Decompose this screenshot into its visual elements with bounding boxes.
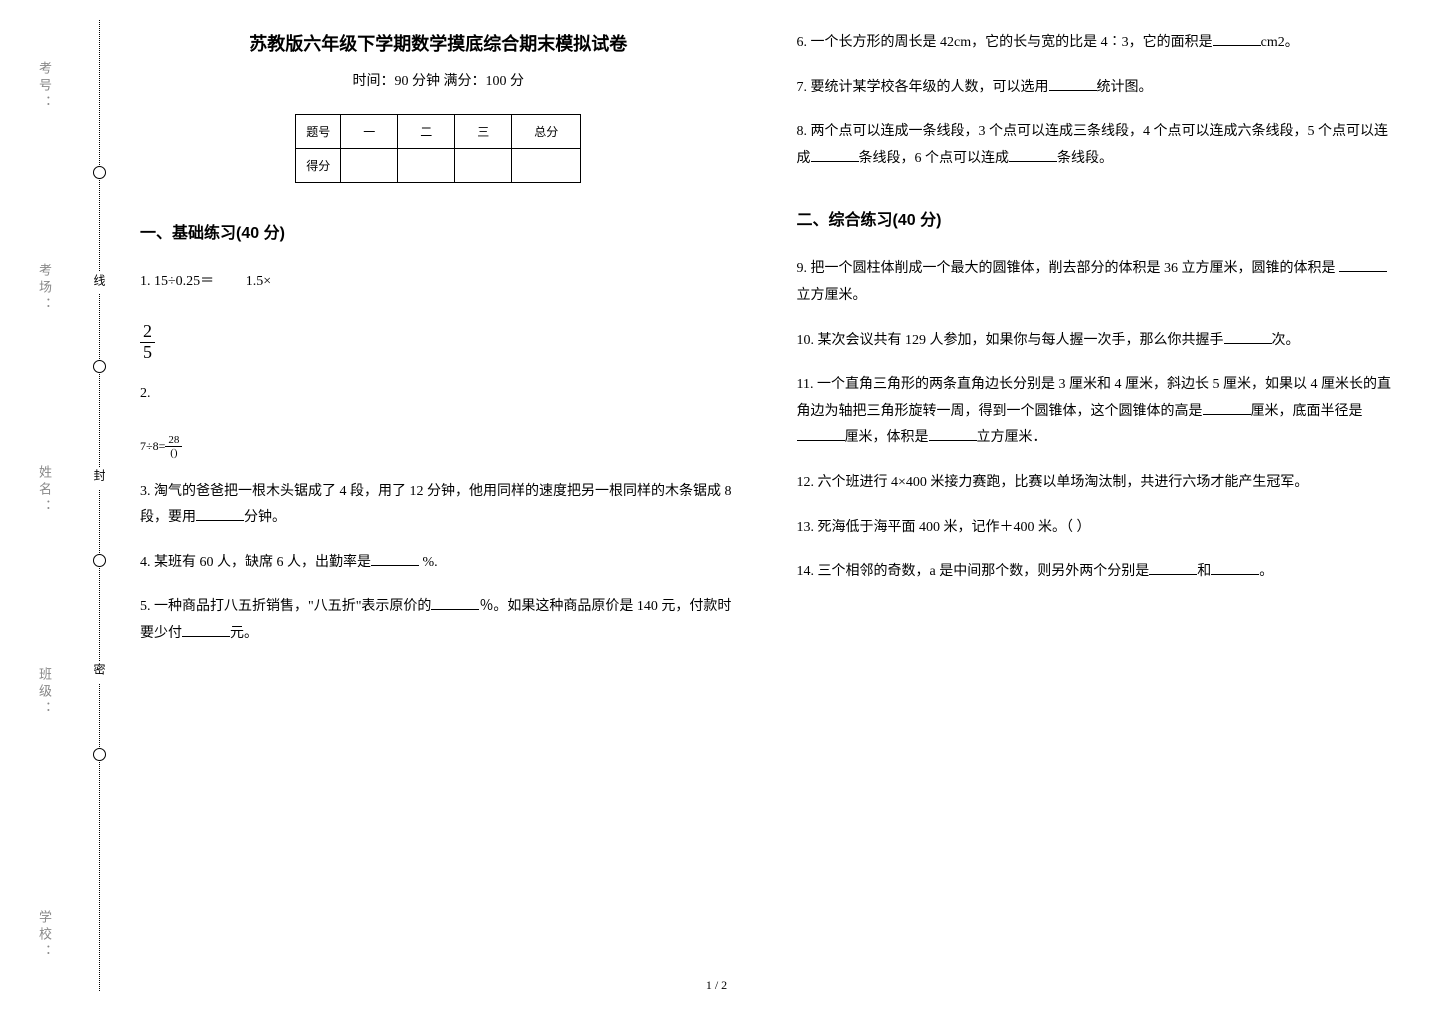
fraction-denominator: 5	[140, 343, 155, 363]
question-text: 7. 要统计某学校各年级的人数，可以选用	[797, 80, 1049, 95]
question-12: 12. 六个班进行 4×400 米接力赛跑，比赛以单场淘汰制，共进行六场才能产生…	[797, 470, 1394, 497]
question-text: 条线段，6 个点可以连成	[859, 151, 1010, 166]
fraction: 28 ()	[165, 434, 182, 459]
question-4: 4. 某班有 60 人，缺席 6 人，出勤率是 %.	[140, 550, 737, 577]
question-text: 立方厘米．	[977, 430, 1047, 445]
binding-field-class: 班级：	[35, 667, 54, 718]
question-10: 10. 某次会议共有 129 人参加，如果你与每人握一次手，那么你共握手 次。	[797, 328, 1394, 355]
fill-blank	[797, 427, 845, 441]
score-header-cell: 题号	[296, 115, 341, 149]
binding-seg-label: 封	[91, 467, 108, 489]
question-label: 2.	[140, 386, 151, 401]
fraction-numerator: 28	[165, 434, 182, 447]
fill-blank	[371, 552, 419, 566]
fill-blank	[1203, 401, 1251, 415]
fraction-denominator: ()	[165, 447, 182, 459]
question-text: 和	[1197, 564, 1211, 579]
question-13: 13. 死海低于海平面 400 米，记作＋400 米。（ ）	[797, 515, 1394, 542]
question-text: 1. 15÷0.25＝	[140, 274, 214, 289]
question-text: 元。	[230, 626, 258, 641]
binding-circle-icon	[93, 360, 106, 373]
question-text: 9. 把一个圆柱体削成一个最大的圆锥体，削去部分的体积是 36 立方厘米，圆锥的…	[797, 261, 1340, 276]
question-text: 4. 某班有 60 人，缺席 6 人，出勤率是	[140, 555, 371, 570]
question-text: 12. 六个班进行 4×400 米接力赛跑，比赛以单场淘汰制，共进行六场才能产生…	[797, 475, 1309, 490]
question-11: 11. 一个直角三角形的两条直角边长分别是 3 厘米和 4 厘米，斜边长 5 厘…	[797, 372, 1394, 452]
question-text: 次。	[1272, 333, 1300, 348]
fill-blank	[1009, 148, 1057, 162]
question-8: 8. 两个点可以连成一条线段，3 个点可以连成三条线段，4 个点可以连成六条线段…	[797, 119, 1394, 172]
question-text: 14. 三个相邻的奇数，a 是中间那个数，则另外两个分别是	[797, 564, 1150, 579]
question-text: 5. 一种商品打八五折销售，"八五折"表示原价的	[140, 599, 431, 614]
fill-blank	[431, 596, 479, 610]
score-header-cell: 二	[398, 115, 455, 149]
binding-field-exam-room: 考场：	[35, 263, 54, 314]
fill-blank	[1049, 77, 1097, 91]
binding-seg-label: 密	[91, 661, 108, 683]
question-text: 统计图。	[1097, 80, 1153, 95]
fill-blank	[1224, 330, 1272, 344]
question-text: 厘米，底面半径是	[1251, 404, 1363, 419]
exam-title: 苏教版六年级下学期数学摸底综合期末模拟试卷	[140, 30, 737, 56]
fill-blank	[1211, 561, 1259, 575]
score-cell	[455, 149, 512, 183]
right-column: 6. 一个长方形的周长是 42cm，它的长与宽的比是 4∶3，它的面积是 cm2。…	[797, 30, 1394, 991]
binding-circle-icon	[93, 166, 106, 179]
page-number: 1 / 2	[706, 978, 727, 993]
binding-field-name: 姓名：	[35, 465, 54, 516]
score-header-cell: 三	[455, 115, 512, 149]
fill-blank	[1149, 561, 1197, 575]
question-3: 3. 淘气的爸爸把一根木头锯成了 4 段，用了 12 分钟，他用同样的速度把另一…	[140, 479, 737, 532]
binding-seg-label: 线	[91, 272, 108, 294]
fill-blank	[1213, 32, 1261, 46]
score-cell	[398, 149, 455, 183]
question-1: 1. 15÷0.25＝ 1.5× 2 5	[140, 269, 737, 363]
binding-column: 线 封 密 考号： 考场： 姓名： 班级： 学校：	[0, 0, 120, 1011]
question-text: 10. 某次会议共有 129 人参加，如果你与每人握一次手，那么你共握手	[797, 333, 1224, 348]
fraction: 2 5	[140, 322, 155, 363]
question-text: %.	[419, 555, 438, 570]
binding-circle-icon	[93, 554, 106, 567]
left-column: 苏教版六年级下学期数学摸底综合期末模拟试卷 时间：90 分钟 满分：100 分 …	[140, 30, 737, 991]
question-text: 1.5×	[246, 274, 271, 289]
question-5: 5. 一种商品打八五折销售，"八五折"表示原价的％。如果这种商品原价是 140 …	[140, 594, 737, 647]
table-row: 题号 一 二 三 总分	[296, 115, 581, 149]
fill-blank	[182, 623, 230, 637]
fraction-numerator: 2	[140, 322, 155, 343]
exam-subtitle: 时间：90 分钟 满分：100 分	[140, 70, 737, 90]
question-text: 立方厘米。	[797, 288, 867, 303]
section-heading: 二、综合练习(40 分)	[797, 206, 1394, 230]
question-text: cm2。	[1261, 35, 1299, 50]
page: 线 封 密 考号： 考场： 姓名： 班级： 学校： 苏教版六年级下学期数学摸底综…	[0, 0, 1433, 1011]
binding-field-exam-number: 考号：	[35, 61, 54, 112]
question-9: 9. 把一个圆柱体削成一个最大的圆锥体，削去部分的体积是 36 立方厘米，圆锥的…	[797, 256, 1394, 309]
question-text: 条线段。	[1057, 151, 1113, 166]
binding-line: 线 封 密	[90, 20, 110, 991]
binding-field-school: 学校：	[35, 910, 54, 961]
question-6: 6. 一个长方形的周长是 42cm，它的长与宽的比是 4∶3，它的面积是 cm2。	[797, 30, 1394, 57]
question-text: 13. 死海低于海平面 400 米，记作＋400 米。（ ）	[797, 520, 1091, 535]
score-table: 题号 一 二 三 总分 得分	[295, 114, 581, 183]
question-14: 14. 三个相邻的奇数，a 是中间那个数，则另外两个分别是 和 。	[797, 559, 1394, 586]
question-text: 7÷8=	[140, 439, 165, 453]
section-heading: 一、基础练习(40 分)	[140, 219, 737, 243]
binding-circle-icon	[93, 748, 106, 761]
fill-blank	[811, 148, 859, 162]
question-2: 2. 7÷8= 28 ()	[140, 381, 737, 461]
score-header-cell: 总分	[512, 115, 581, 149]
table-row: 得分	[296, 149, 581, 183]
score-cell	[512, 149, 581, 183]
content-area: 苏教版六年级下学期数学摸底综合期末模拟试卷 时间：90 分钟 满分：100 分 …	[120, 0, 1433, 1011]
fill-blank	[196, 507, 244, 521]
score-row-label: 得分	[296, 149, 341, 183]
question-text: 分钟。	[244, 510, 286, 525]
score-cell	[341, 149, 398, 183]
question-7: 7. 要统计某学校各年级的人数，可以选用 统计图。	[797, 75, 1394, 102]
question-text: 厘米，体积是	[845, 430, 929, 445]
question-text: 6. 一个长方形的周长是 42cm，它的长与宽的比是 4∶3，它的面积是	[797, 35, 1213, 50]
score-header-cell: 一	[341, 115, 398, 149]
fill-blank	[1339, 258, 1387, 272]
question-text: 。	[1259, 564, 1273, 579]
fill-blank	[929, 427, 977, 441]
